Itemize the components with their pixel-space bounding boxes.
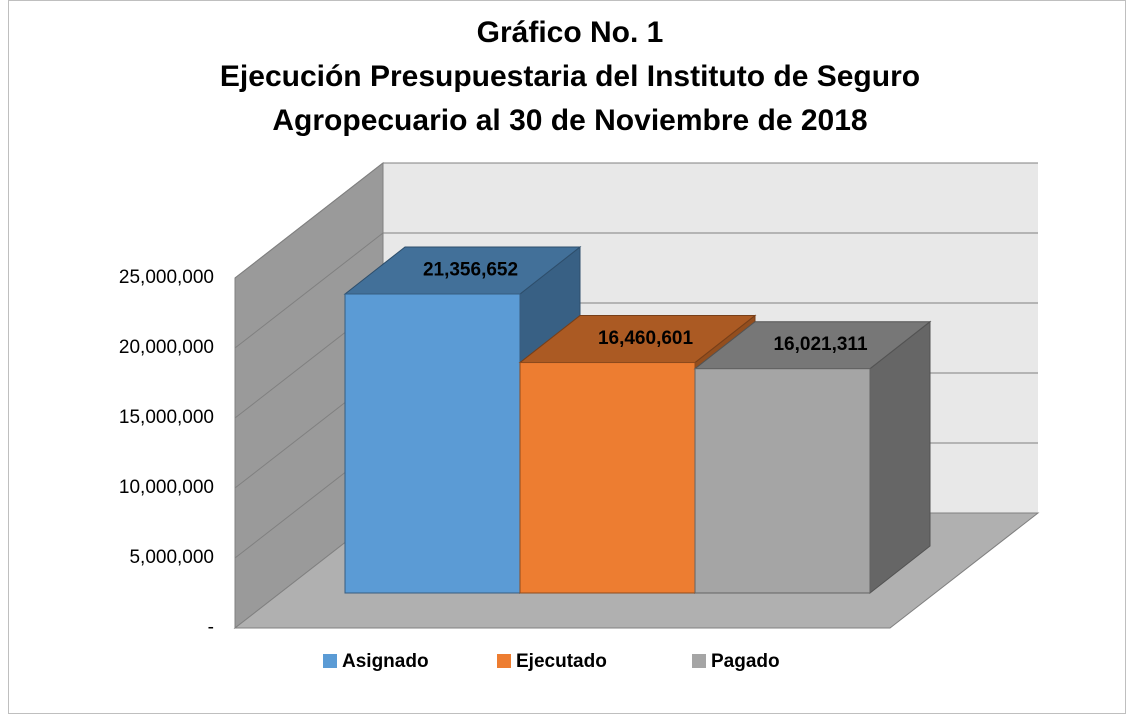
data-label: 16,460,601 bbox=[598, 328, 694, 349]
bar bbox=[519, 362, 696, 594]
grid-line bbox=[234, 232, 1038, 349]
legend-label: Pagado bbox=[711, 651, 780, 672]
legend-label: Asignado bbox=[342, 651, 429, 672]
y-tick-label: - bbox=[208, 617, 214, 638]
chart-title: Ejecución Presupuestaria del Instituto d… bbox=[220, 60, 920, 93]
y-tick-label: 5,000,000 bbox=[129, 547, 214, 568]
legend-swatch bbox=[497, 654, 511, 668]
bar bbox=[344, 293, 521, 594]
legend-label: Ejecutado bbox=[516, 651, 607, 672]
chart-title: Agropecuario al 30 de Noviembre de 2018 bbox=[272, 104, 867, 137]
data-label: 16,021,311 bbox=[773, 334, 867, 355]
bar bbox=[694, 368, 871, 594]
y-tick-label: 25,000,000 bbox=[119, 267, 214, 288]
legend-swatch bbox=[323, 654, 337, 668]
data-label: 21,356,652 bbox=[423, 260, 518, 281]
chart-title: Gráfico No. 1 bbox=[477, 16, 664, 49]
grid-line bbox=[234, 162, 1038, 279]
y-tick-label: 10,000,000 bbox=[119, 477, 214, 498]
y-tick-label: 20,000,000 bbox=[119, 337, 214, 358]
y-tick-label: 15,000,000 bbox=[119, 407, 214, 428]
legend-swatch bbox=[692, 654, 706, 668]
bar-side bbox=[869, 320, 931, 595]
